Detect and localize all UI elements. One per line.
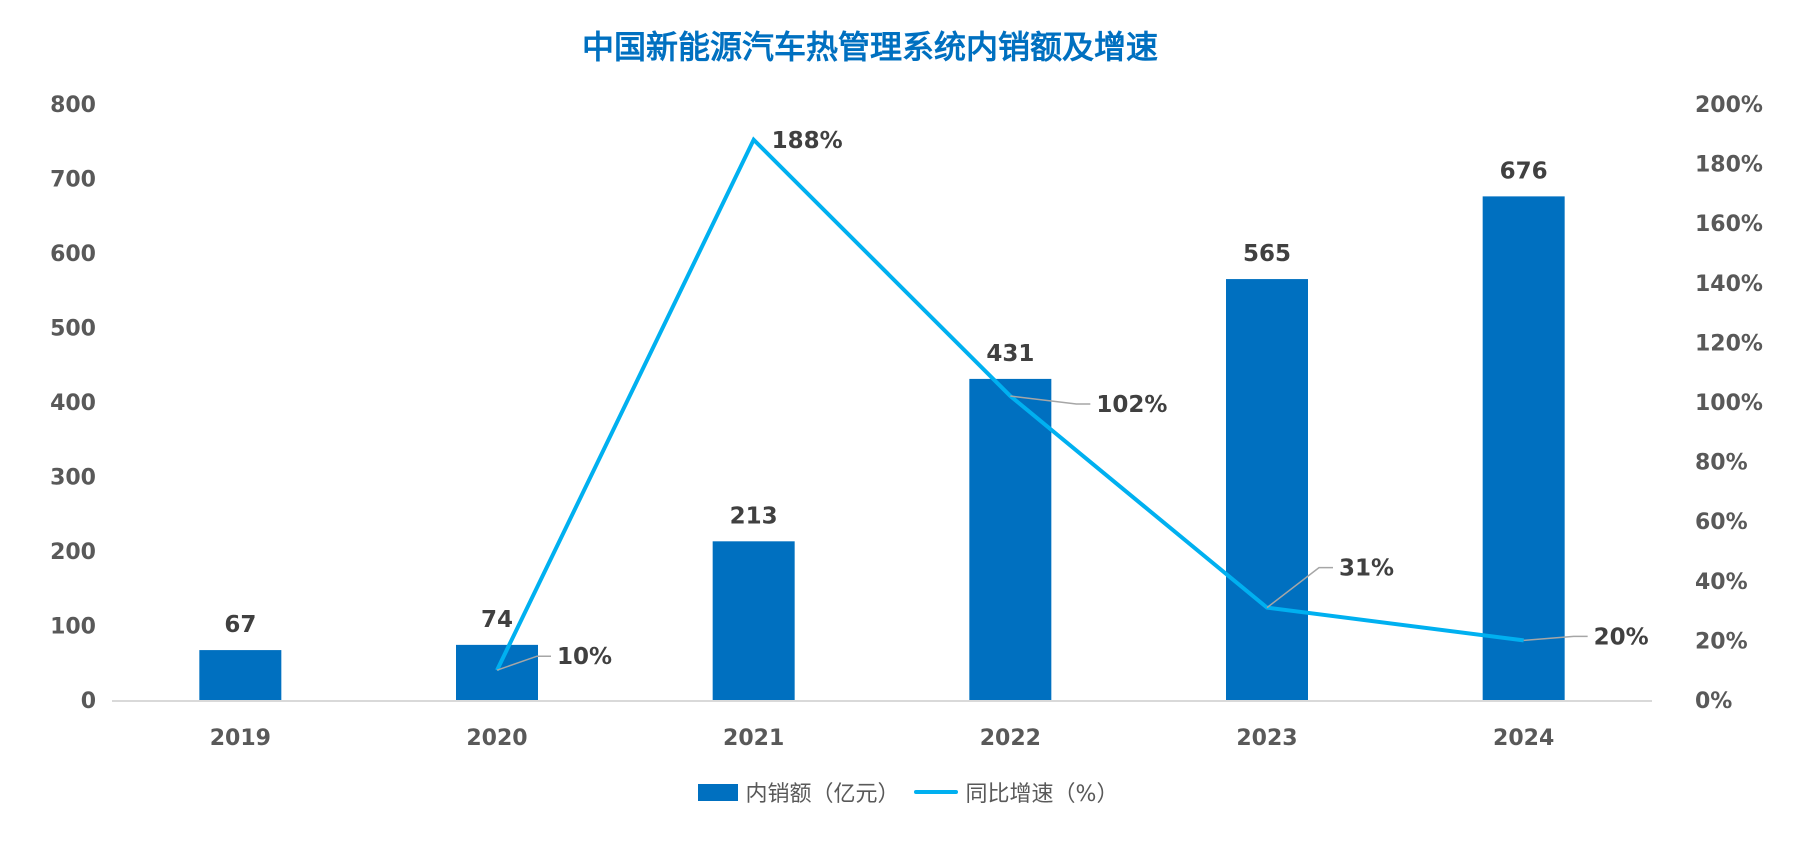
bar <box>1226 279 1308 700</box>
leader-line <box>496 655 551 671</box>
x-axis-tick-label: 2022 <box>980 726 1041 751</box>
legend-line-swatch <box>913 790 958 794</box>
leader-line <box>1010 395 1091 405</box>
legend-item-bar[interactable]: 内销额（亿元） <box>697 776 900 808</box>
bar-data-label: 67 <box>224 612 256 638</box>
right-axis-tick-label: 140% <box>1695 272 1763 297</box>
right-axis-tick-label: 160% <box>1695 212 1763 237</box>
left-axis-tick-label: 100 <box>50 615 96 640</box>
x-axis-tick-label: 2021 <box>723 726 784 751</box>
legend-bar-label: 内销额（亿元） <box>745 782 900 807</box>
left-axis-tick-label: 500 <box>50 317 96 342</box>
left-axis-tick-label: 300 <box>50 466 96 491</box>
chart-title: 中国新能源汽车热管理系统内销额及增速 <box>581 28 1158 66</box>
right-axis-ticks: 0% 20% 40% 60% 80% 100% 120% 140% 160% 180% 200% <box>1695 93 1763 714</box>
bar <box>712 541 795 700</box>
bar-data-labels: 67 74 213 431 565 676 <box>224 158 1547 638</box>
right-axis-tick-label: 200% <box>1695 93 1763 118</box>
x-axis-tick-label: 2023 <box>1236 726 1297 751</box>
left-axis-tick-label: 200 <box>50 540 96 565</box>
left-axis-ticks: 0 100 200 300 400 500 600 700 800 <box>50 93 96 714</box>
line-data-label: 188% <box>772 128 843 154</box>
line-data-label: 20% <box>1594 624 1649 650</box>
left-axis-tick-label: 700 <box>50 168 96 193</box>
right-axis-tick-label: 80% <box>1695 451 1748 476</box>
right-axis-tick-label: 60% <box>1695 510 1748 535</box>
right-axis-tick-label: 0% <box>1695 689 1732 714</box>
bar <box>1482 196 1565 700</box>
leader-line <box>1266 566 1333 609</box>
line-data-label: 10% <box>557 644 612 670</box>
bar <box>969 378 1052 700</box>
left-axis-tick-label: 0 <box>81 689 96 714</box>
right-axis-tick-label: 180% <box>1695 153 1763 178</box>
bar <box>199 650 282 700</box>
left-axis-tick-label: 800 <box>50 93 96 118</box>
line-data-label: 102% <box>1096 392 1167 418</box>
right-axis-tick-label: 40% <box>1695 570 1748 595</box>
x-axis-ticks: 2019 2020 2021 2022 2023 2024 <box>210 726 1555 751</box>
bar <box>456 644 538 700</box>
bar-data-label: 213 <box>730 503 778 529</box>
x-axis-tick-label: 2020 <box>466 726 527 751</box>
right-axis-tick-label: 120% <box>1695 331 1763 356</box>
bar-data-label: 431 <box>986 341 1034 367</box>
x-axis-tick-label: 2019 <box>210 726 271 751</box>
line-data-label: 31% <box>1339 556 1394 582</box>
right-axis-tick-label: 100% <box>1695 391 1763 416</box>
right-axis-tick-label: 20% <box>1695 629 1748 654</box>
legend: 内销额（亿元） 同比增速（%） <box>0 776 1816 808</box>
bar-data-label: 74 <box>481 607 513 633</box>
bar-series <box>199 196 1565 700</box>
left-axis-tick-label: 400 <box>50 391 96 416</box>
legend-item-line[interactable]: 同比增速（%） <box>913 776 1119 808</box>
bar-data-label: 565 <box>1243 241 1291 267</box>
leader-line <box>1523 635 1588 642</box>
bar-data-label: 676 <box>1500 158 1548 184</box>
legend-line-label: 同比增速（%） <box>965 782 1119 807</box>
legend-bar-swatch <box>697 783 738 801</box>
line-data-labels: 10% 188% 102% 31% 20% <box>496 128 1649 671</box>
left-axis-tick-label: 600 <box>50 242 96 267</box>
x-axis-tick-label: 2024 <box>1493 726 1554 751</box>
